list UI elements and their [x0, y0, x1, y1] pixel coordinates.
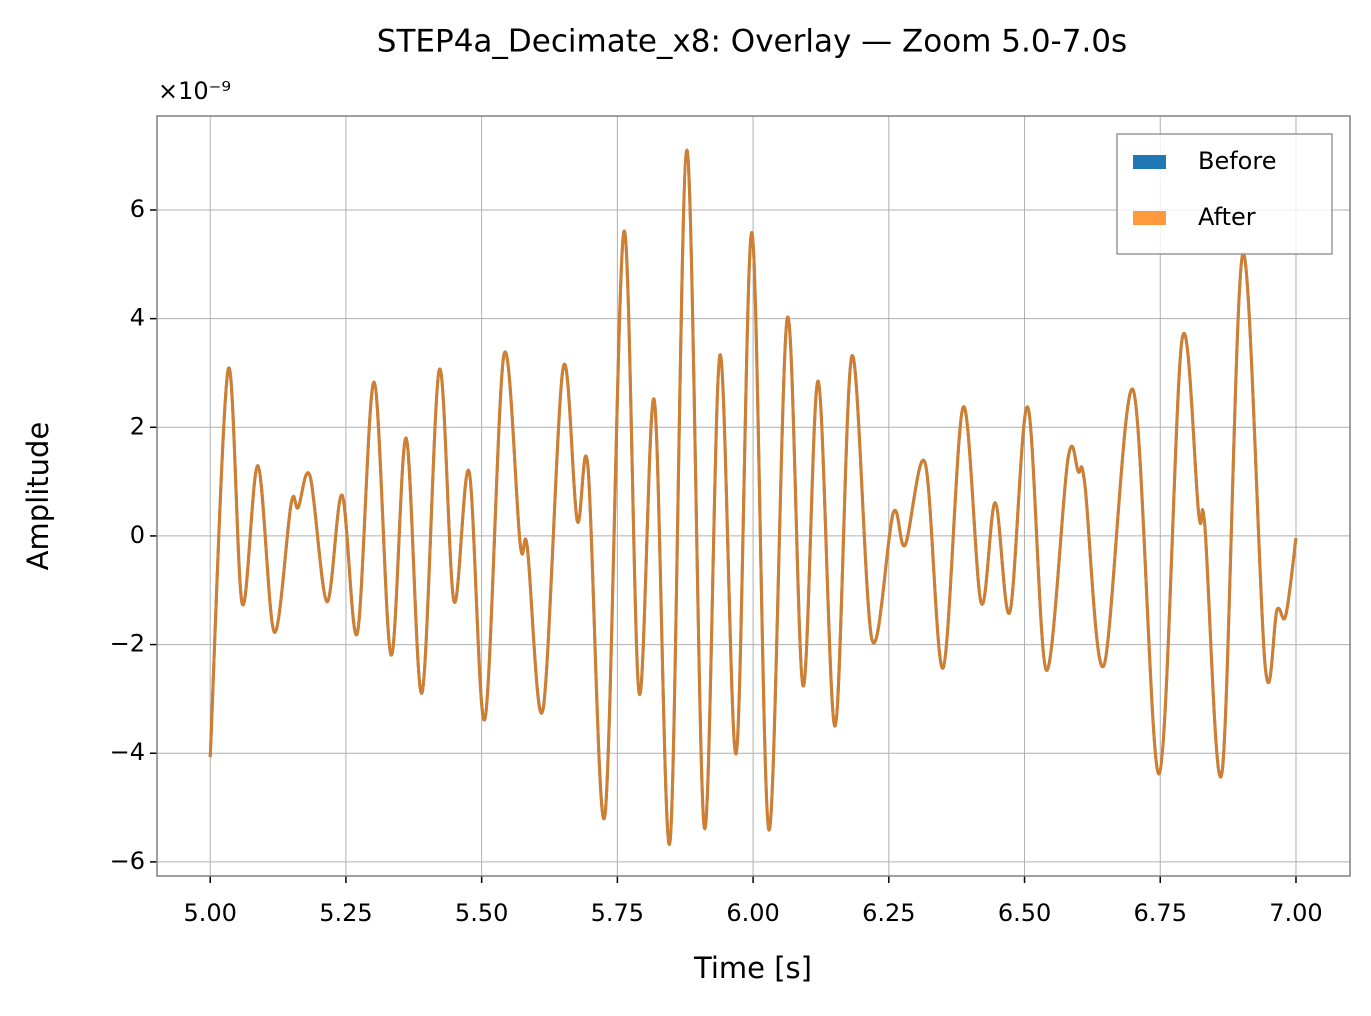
y-tick-label: −2 — [110, 630, 145, 658]
x-tick-label: 5.75 — [591, 899, 644, 927]
y-offset-label: ×10⁻⁹ — [158, 77, 231, 105]
chart-title: STEP4a_Decimate_x8: Overlay — Zoom 5.0-7… — [377, 24, 1127, 60]
x-tick-label: 6.25 — [862, 899, 915, 927]
x-tick-label: 5.00 — [183, 899, 236, 927]
y-tick-label: 2 — [130, 412, 145, 440]
y-tick-label: −4 — [110, 738, 145, 766]
series-line — [208, 148, 1298, 846]
x-tick-label: 6.00 — [726, 899, 779, 927]
legend-swatch — [1133, 155, 1166, 169]
x-tick-label: 6.75 — [1134, 899, 1187, 927]
legend-label: Before — [1198, 147, 1276, 175]
legend-label: After — [1198, 203, 1256, 231]
x-tick-label: 6.50 — [998, 899, 1051, 927]
x-tick-label: 5.50 — [455, 899, 508, 927]
y-axis-label: Amplitude — [21, 422, 55, 571]
x-tick-label: 5.25 — [319, 899, 372, 927]
legend-box — [1116, 133, 1333, 255]
y-tick-label: −6 — [110, 847, 145, 875]
x-axis-label: Time [s] — [693, 951, 812, 985]
legend-swatch — [1133, 211, 1166, 225]
y-tick-label: 4 — [130, 304, 145, 332]
y-tick-label: 6 — [130, 195, 145, 223]
y-tick-label: 0 — [130, 521, 145, 549]
x-tick-label: 7.00 — [1269, 899, 1322, 927]
plot-frame — [156, 115, 1351, 877]
